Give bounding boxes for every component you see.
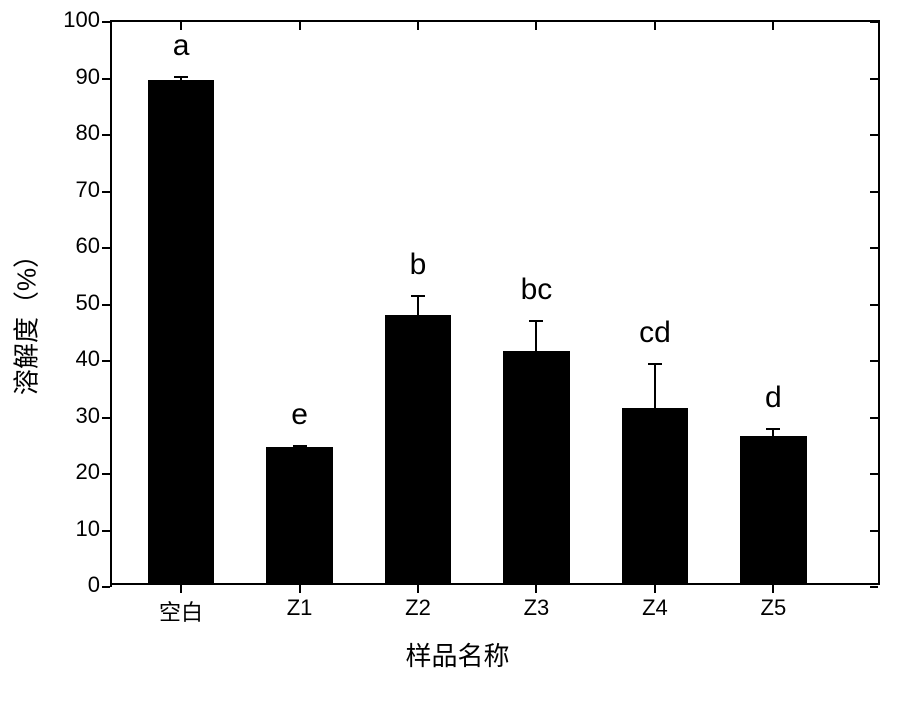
error-bar-cap [174,76,188,78]
significance-label: a [173,29,190,63]
x-tick-label: Z4 [642,595,668,621]
y-tick [102,78,110,80]
y-tick-right [870,247,878,249]
x-tick-top [535,22,537,30]
x-tick-label: 空白 [159,595,203,627]
significance-label: cd [639,316,671,350]
significance-label: b [410,248,427,282]
y-tick-label: 70 [76,177,100,203]
y-tick [102,530,110,532]
x-tick-label: Z2 [405,595,431,621]
x-tick [417,585,419,593]
significance-label: d [765,381,782,415]
x-tick [654,585,656,593]
y-axis-title: 溶解度（%） [7,242,44,395]
y-tick-label: 90 [76,64,100,90]
x-tick [180,585,182,593]
y-tick-label: 100 [63,7,100,33]
y-tick [102,21,110,23]
y-tick [102,417,110,419]
x-tick [772,585,774,593]
x-tick-top [772,22,774,30]
y-tick-right [870,417,878,419]
x-tick-top [417,22,419,30]
error-bar [772,429,774,440]
error-bar [535,321,537,355]
y-tick-right [870,360,878,362]
y-tick-right [870,191,878,193]
error-bar-cap [529,320,543,322]
x-tick [299,585,301,593]
y-tick-label: 10 [76,516,100,542]
significance-label: e [291,398,308,432]
bar [503,351,569,583]
x-tick-label: Z1 [287,595,313,621]
y-tick-label: 50 [76,290,100,316]
x-tick-top [654,22,656,30]
bar [385,315,451,583]
y-tick-right [870,78,878,80]
chart-container: aebbccdd 0102030405060708090100空白Z1Z2Z3Z… [110,20,880,600]
significance-label: bc [521,273,553,307]
y-tick [102,360,110,362]
plot-area: a e b bc cd d [110,20,880,585]
y-tick [102,304,110,306]
y-tick-label: 0 [88,572,100,598]
x-tick-label: Z5 [761,595,787,621]
y-tick-label: 40 [76,346,100,372]
y-tick-label: 80 [76,120,100,146]
y-tick [102,473,110,475]
y-tick [102,586,110,588]
y-axis-line [110,22,112,587]
x-axis-line [110,583,880,585]
y-tick [102,247,110,249]
y-tick-right [870,304,878,306]
error-bar-cap [411,295,425,297]
y-tick-label: 60 [76,233,100,259]
bar [740,436,806,583]
x-axis-title: 样品名称 [405,636,509,673]
y-tick-right [870,586,878,588]
x-tick [535,585,537,593]
error-bar [417,296,419,319]
x-tick-top [180,22,182,30]
bar [622,408,688,583]
error-bar [180,77,182,84]
y-tick-label: 30 [76,403,100,429]
x-tick-label: Z3 [524,595,550,621]
y-tick-right [870,473,878,475]
y-tick-right [870,530,878,532]
x-tick-top [299,22,301,30]
y-tick-right [870,21,878,23]
y-tick [102,134,110,136]
error-bar-cap [293,445,307,447]
error-bar [654,364,656,412]
bar [266,447,332,583]
y-tick-right [870,134,878,136]
bar [148,80,214,583]
error-bar-cap [648,363,662,365]
y-tick-label: 20 [76,459,100,485]
error-bar-cap [766,428,780,430]
y-tick [102,191,110,193]
